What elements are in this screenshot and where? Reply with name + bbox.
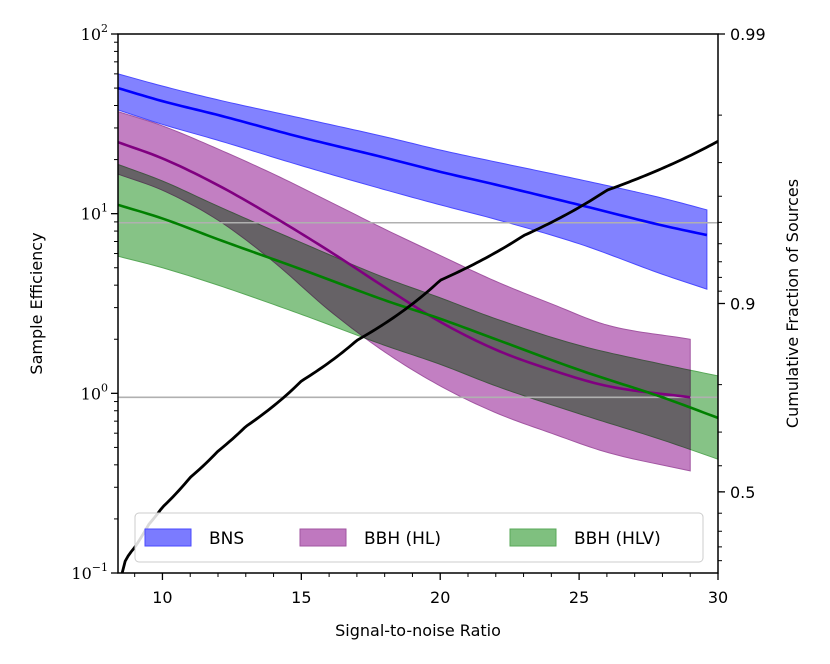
cumulative-fraction-curve	[120, 140, 718, 573]
y2-tick-label: 0.9	[730, 295, 755, 314]
y2-axis-label: Cumulative Fraction of Sources	[783, 179, 802, 428]
axes: 10 15 20 25 30 10−1 100 101 102 0.5 0.9 0.99 Signal-…	[27, 22, 802, 640]
y-tick-label: 101	[81, 202, 108, 224]
y-axis-label: Sample Efficiency	[27, 232, 46, 374]
legend: BNS BBH (HL) BBH (HLV)	[134, 512, 704, 563]
series-lines	[118, 86, 718, 420]
confidence-bands	[118, 73, 718, 472]
legend-box	[134, 512, 704, 563]
line-bbh-hlv	[118, 203, 718, 420]
x-tick-label: 15	[291, 588, 311, 607]
y2-tick-label: 0.99	[730, 25, 766, 44]
line-bbh-hl	[118, 140, 691, 399]
x-tick-label: 20	[430, 588, 450, 607]
y-tick-label: 102	[81, 22, 108, 44]
x-tick-label: 10	[152, 588, 172, 607]
y-tick-label: 10−1	[71, 561, 108, 583]
legend-label-bbh-hlv: BBH (HLV)	[574, 529, 661, 549]
x-tick-label: 30	[708, 588, 728, 607]
x-tick-label: 25	[569, 588, 589, 607]
legend-label-bns: BNS	[209, 529, 244, 549]
cumulative-curve-group	[120, 140, 718, 573]
x-axis-label: Signal-to-noise Ratio	[335, 621, 501, 640]
legend-label-bbh-hl: BBH (HL)	[364, 529, 441, 549]
line-bns	[118, 86, 708, 237]
y2-tick-label: 0.5	[730, 483, 755, 502]
legend-swatch-bns	[144, 528, 192, 547]
reference-lines	[118, 221, 718, 399]
y-tick-label: 100	[81, 381, 108, 403]
legend-swatch-bbh-hlv	[509, 528, 557, 547]
legend-swatch-bbh-hl	[299, 528, 347, 547]
